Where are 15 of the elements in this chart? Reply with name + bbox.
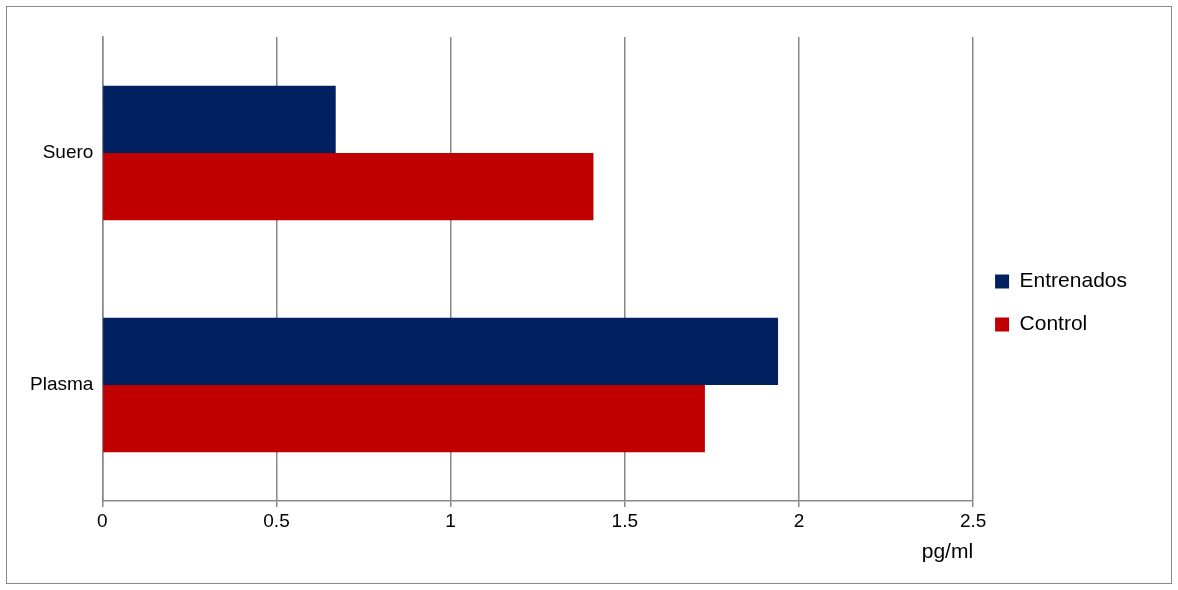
bar [103, 85, 336, 153]
x-tick-label: 0.5 [263, 509, 290, 531]
x-tick-label: 2.5 [959, 509, 987, 531]
x-tick-label: 0 [97, 509, 108, 531]
y-tick-label: Suero [42, 141, 94, 163]
x-tick-label: 1.5 [611, 509, 639, 531]
x-tick-label: 1 [445, 509, 456, 531]
bar [103, 153, 594, 221]
legend-label: Entrenados [1019, 268, 1128, 292]
x-tick-label: 2 [793, 509, 805, 531]
legend-label: Control [1019, 311, 1088, 335]
y-tick-label: Plasma [30, 373, 94, 395]
bar [103, 385, 705, 453]
bar [103, 317, 779, 385]
x-axis-title: pg/ml [921, 539, 974, 563]
